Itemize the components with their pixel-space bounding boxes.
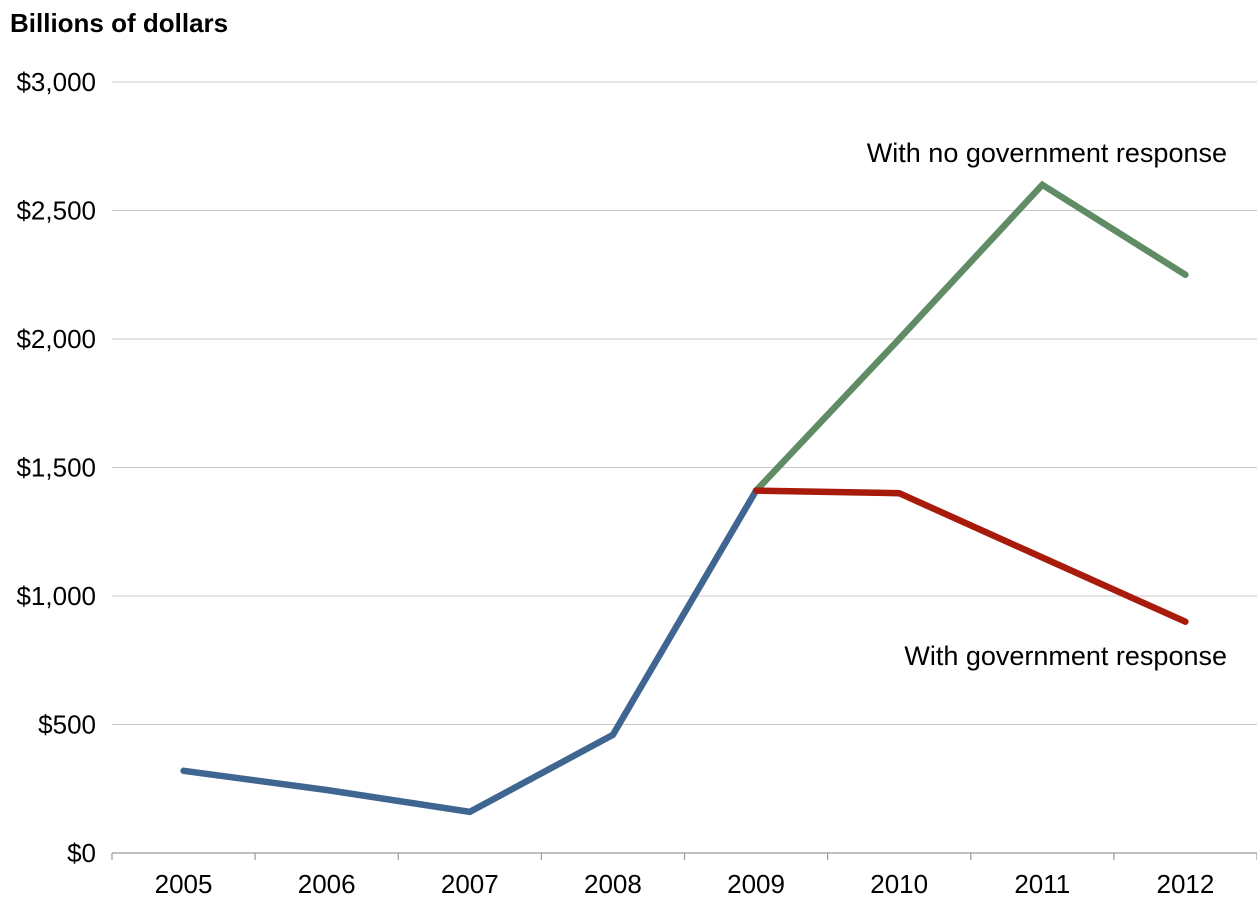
x-tick-label: 2006 (298, 869, 356, 898)
y-tick-label: $0 (67, 838, 96, 868)
series-annotations: With no government response With governme… (867, 138, 1227, 671)
y-tick-label: $1,000 (16, 581, 96, 611)
x-tick-label: 2011 (1014, 869, 1070, 898)
series-line-no-response (752, 180, 1189, 494)
annotation-with-response: With government response (904, 641, 1227, 671)
x-tick-label: 2010 (870, 869, 928, 898)
series-lines (180, 180, 1189, 816)
x-tick-label: 2005 (155, 869, 213, 898)
y-axis-ticks: $0 $500 $1,000 $1,500 $2,000 $2,500 $3,000 (16, 67, 96, 868)
y-tick-label: $1,500 (16, 453, 96, 483)
x-tick-label: 2012 (1157, 869, 1215, 898)
gridlines (112, 81, 1257, 725)
series-line-base (180, 487, 760, 816)
y-tick-label: $500 (38, 710, 96, 740)
y-tick-label: $2,000 (16, 324, 96, 354)
annotation-no-response: With no government response (867, 138, 1227, 168)
x-tick-label: 2009 (727, 869, 785, 898)
y-tick-label: $3,000 (16, 67, 96, 97)
x-tick-label: 2007 (441, 869, 499, 898)
x-axis: 2005 2006 2007 2008 2009 2010 2011 2012 (111, 852, 1257, 898)
y-tick-label: $2,500 (16, 196, 96, 226)
series-line-with-response (752, 487, 1189, 625)
y-axis-title: Billions of dollars (10, 8, 228, 38)
x-tick-label: 2008 (584, 869, 642, 898)
